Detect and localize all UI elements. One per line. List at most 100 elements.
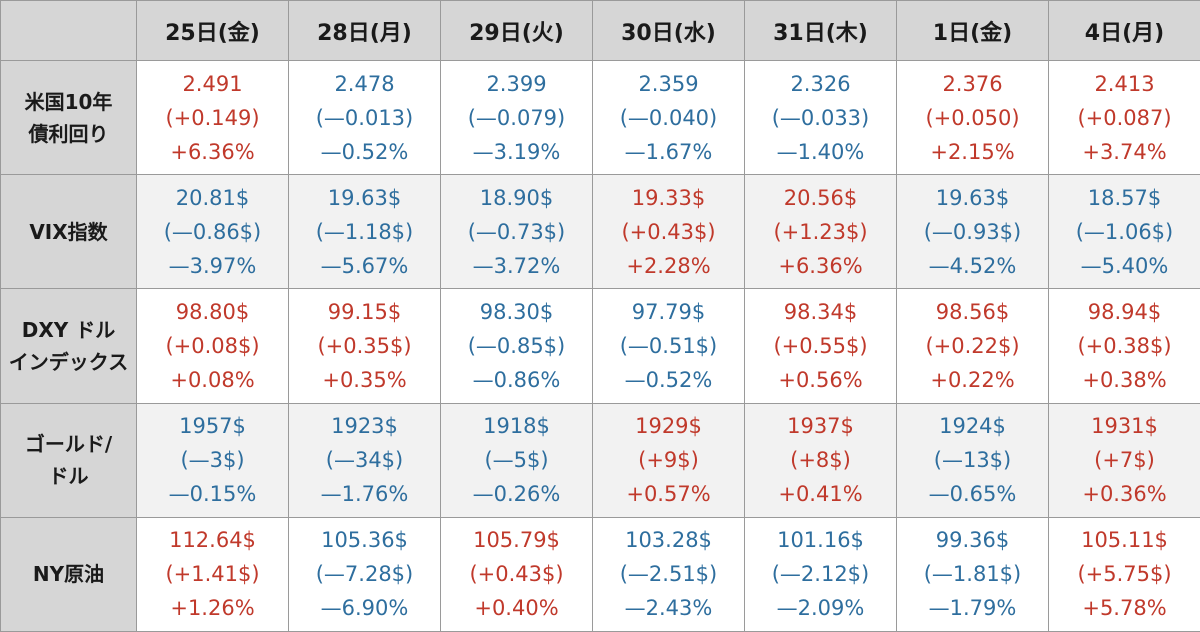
- cell-change: (—3$): [180, 448, 245, 473]
- cell-change: (—0.013): [315, 105, 414, 130]
- data-cell: 2.491 (+0.149) +6.36%: [136, 59, 289, 176]
- data-cell: 19.63$ (—1.18$) —5.67%: [288, 174, 441, 290]
- data-cell: 2.413 (+0.087) +3.74%: [1048, 59, 1200, 176]
- cell-change: (+0.22$): [925, 333, 1020, 358]
- data-cell: 20.56$ (+1.23$) +6.36%: [744, 174, 897, 290]
- data-cell: 105.11$ (+5.75$) +5.78%: [1048, 516, 1200, 632]
- cell-change: (+9$): [638, 448, 699, 473]
- row-label: DXY ドル インデックス: [0, 288, 137, 404]
- cell-value: 105.11$: [1081, 528, 1168, 553]
- cell-change: (+0.08$): [165, 333, 260, 358]
- cell-value: 99.36$: [935, 528, 1010, 553]
- cell-change: (—1.18$): [315, 219, 414, 244]
- day-header: 1日(金): [896, 0, 1049, 61]
- table-row: VIX指数 20.81$ (—0.86$) —3.97% 19.63$ (—1.18$) —…: [0, 174, 1200, 290]
- cell-change: (+1.41$): [165, 562, 260, 587]
- data-cell: 98.56$ (+0.22$) +0.22%: [896, 288, 1049, 404]
- data-cell: 103.28$ (—2.51$) —2.43%: [592, 516, 745, 632]
- cell-pct: —4.52%: [928, 253, 1017, 278]
- cell-pct: —2.43%: [624, 596, 713, 621]
- cell-pct: +0.57%: [626, 482, 711, 507]
- cell-change: (+8$): [790, 448, 851, 473]
- cell-value: 2.359: [638, 71, 699, 96]
- cell-pct: +0.36%: [1082, 482, 1167, 507]
- data-cell: 2.399 (—0.079) —3.19%: [440, 59, 593, 176]
- cell-pct: +0.22%: [930, 367, 1015, 392]
- row-label-line: NY原油: [32, 562, 105, 587]
- data-cell: 2.359 (—0.040) —1.67%: [592, 59, 745, 176]
- cell-change: (—1.06$): [1075, 219, 1174, 244]
- data-cell: 2.326 (—0.033) —1.40%: [744, 59, 897, 176]
- cell-value: 2.413: [1094, 71, 1155, 96]
- cell-change: (—0.033): [771, 105, 870, 130]
- cell-pct: +0.56%: [778, 367, 863, 392]
- cell-value: 2.376: [942, 71, 1003, 96]
- cell-pct: +0.35%: [322, 367, 407, 392]
- row-label-line: VIX指数: [29, 219, 108, 244]
- data-cell: 98.34$ (+0.55$) +0.56%: [744, 288, 897, 404]
- row-label-line: ドル: [48, 464, 89, 489]
- cell-value: 20.81$: [175, 185, 250, 210]
- data-cell: 19.63$ (—0.93$) —4.52%: [896, 174, 1049, 290]
- cell-pct: —0.52%: [320, 139, 409, 164]
- data-cell: 1931$ (+7$) +0.36%: [1048, 402, 1200, 518]
- cell-pct: —1.40%: [776, 139, 865, 164]
- day-header: 25日(金): [136, 0, 289, 61]
- cell-pct: —0.52%: [624, 367, 713, 392]
- row-label-line: 米国10年: [24, 89, 113, 114]
- cell-pct: +1.26%: [170, 596, 255, 621]
- cell-value: 105.36$: [321, 528, 408, 553]
- data-cell: 18.57$ (—1.06$) —5.40%: [1048, 174, 1200, 290]
- data-cell: 2.478 (—0.013) —0.52%: [288, 59, 441, 176]
- row-label-line: DXY ドル: [21, 317, 116, 342]
- row-label: VIX指数: [0, 174, 137, 290]
- data-cell: 99.36$ (—1.81$) —1.79%: [896, 516, 1049, 632]
- day-header: 28日(月): [288, 0, 441, 61]
- cell-value: 1937$: [787, 414, 854, 439]
- data-cell: 99.15$ (+0.35$) +0.35%: [288, 288, 441, 404]
- cell-change: (—5$): [484, 448, 549, 473]
- cell-pct: +0.41%: [778, 482, 863, 507]
- cell-value: 1924$: [939, 414, 1006, 439]
- cell-value: 18.90$: [479, 185, 554, 210]
- data-cell: 20.81$ (—0.86$) —3.97%: [136, 174, 289, 290]
- cell-change: (+1.23$): [773, 219, 868, 244]
- cell-value: 1918$: [483, 414, 550, 439]
- cell-value: 99.15$: [327, 299, 402, 324]
- cell-change: (+0.087): [1077, 105, 1172, 130]
- cell-pct: —1.67%: [624, 139, 713, 164]
- cell-value: 18.57$: [1087, 185, 1162, 210]
- cell-pct: +5.78%: [1082, 596, 1167, 621]
- cell-pct: —3.19%: [472, 139, 561, 164]
- cell-value: 1923$: [331, 414, 398, 439]
- cell-pct: —5.67%: [320, 253, 409, 278]
- cell-pct: —5.40%: [1080, 253, 1169, 278]
- day-header: 31日(木): [744, 0, 897, 61]
- cell-pct: —1.79%: [928, 596, 1017, 621]
- cell-pct: —3.97%: [168, 253, 257, 278]
- cell-pct: —1.76%: [320, 482, 409, 507]
- data-cell: 97.79$ (—0.51$) —0.52%: [592, 288, 745, 404]
- cell-change: (+0.43$): [621, 219, 716, 244]
- cell-change: (—0.73$): [467, 219, 566, 244]
- cell-pct: —0.26%: [472, 482, 561, 507]
- cell-value: 105.79$: [473, 528, 560, 553]
- table-row: ゴールド/ドル 1957$ (—3$) —0.15% 1923$ (—34$) —1.76%…: [0, 402, 1200, 518]
- cell-value: 98.30$: [479, 299, 554, 324]
- data-cell: 19.33$ (+0.43$) +2.28%: [592, 174, 745, 290]
- cell-change: (—13$): [933, 448, 1012, 473]
- cell-value: 98.34$: [783, 299, 858, 324]
- data-cell: 1923$ (—34$) —1.76%: [288, 402, 441, 518]
- cell-value: 2.326: [790, 71, 851, 96]
- cell-change: (—1.81$): [923, 562, 1022, 587]
- table-row: NY原油 112.64$ (+1.41$) +1.26% 105.36$ (—7.28$)…: [0, 516, 1200, 632]
- cell-change: (—0.079): [467, 105, 566, 130]
- data-cell: 1957$ (—3$) —0.15%: [136, 402, 289, 518]
- cell-pct: —0.15%: [168, 482, 257, 507]
- row-label: ゴールド/ドル: [0, 402, 137, 518]
- row-label: NY原油: [0, 516, 137, 632]
- cell-value: 103.28$: [625, 528, 712, 553]
- cell-value: 98.94$: [1087, 299, 1162, 324]
- cell-value: 98.56$: [935, 299, 1010, 324]
- table-row: DXY ドル インデックス 98.80$ (+0.08$) +0.08% 99.15$ (+…: [0, 288, 1200, 404]
